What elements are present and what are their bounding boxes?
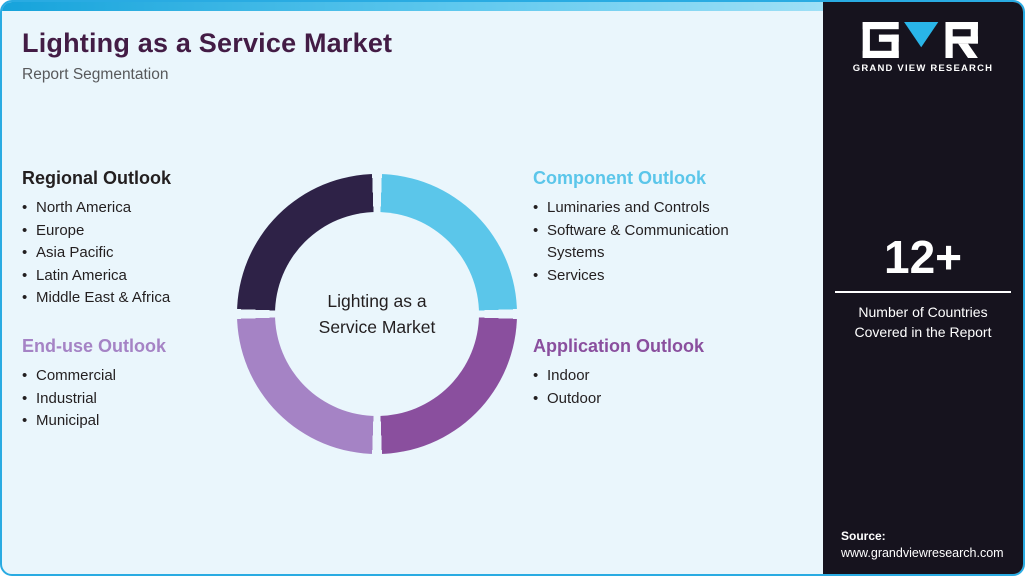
section-application-outlook: Application Outlook Indoor Outdoor	[533, 336, 783, 410]
list-item: Municipal	[22, 410, 262, 433]
list-item: Software & Communication Systems	[533, 220, 783, 265]
enduse-list: Commercial Industrial Municipal	[22, 365, 262, 433]
sidebar: GRAND VIEW RESEARCH 12+ Number of Countr…	[823, 2, 1023, 574]
header: Lighting as a Service Market Report Segm…	[22, 28, 392, 84]
list-item: Asia Pacific	[22, 242, 262, 265]
section-title-enduse: End-use Outlook	[22, 336, 166, 356]
list-item: Commercial	[22, 365, 262, 388]
list-item: Indoor	[533, 365, 783, 388]
brand-name: GRAND VIEW RESEARCH	[852, 63, 994, 74]
regional-list: North America Europe Asia Pacific Latin …	[22, 197, 262, 310]
section-title-application: Application Outlook	[533, 336, 704, 356]
list-item: Outdoor	[533, 388, 783, 411]
donut-center-line2: Service Market	[318, 317, 436, 337]
donut-chart: Lighting as a Service Market	[237, 174, 517, 454]
countries-stat: 12+ Number of Countries Covered in the R…	[823, 232, 1023, 342]
section-component-outlook: Component Outlook Luminaries and Control…	[533, 168, 783, 287]
donut-center-label: Lighting as a Service Market	[319, 288, 436, 341]
list-item: Europe	[22, 220, 262, 243]
gvr-logo-icon	[862, 22, 978, 58]
component-list: Luminaries and Controls Software & Commu…	[533, 197, 783, 287]
section-enduse-outlook: End-use Outlook Commercial Industrial Mu…	[22, 336, 262, 433]
section-title-component: Component Outlook	[533, 168, 706, 188]
list-item: Services	[533, 265, 783, 288]
source-label: Source:	[841, 529, 886, 543]
source-url: www.grandviewresearch.com	[841, 546, 1004, 560]
donut-center-line1: Lighting as a	[327, 290, 427, 311]
section-title-regional: Regional Outlook	[22, 168, 172, 188]
donut-center: Lighting as a Service Market	[275, 212, 479, 416]
list-item: Luminaries and Controls	[533, 197, 783, 220]
stat-label: Number of Countries Covered in the Repor…	[854, 303, 992, 340]
top-accent-bar	[2, 2, 825, 11]
list-item: Middle East & Africa	[22, 287, 262, 310]
section-regional-outlook: Regional Outlook North America Europe As…	[22, 168, 262, 310]
stat-divider	[835, 290, 1011, 293]
source-block: Source: www.grandviewresearch.com	[841, 529, 1004, 560]
page-subtitle: Report Segmentation	[22, 66, 169, 83]
page-title: Lighting as a Service Market	[22, 28, 393, 58]
list-item: North America	[22, 197, 262, 220]
list-item: Industrial	[22, 388, 262, 411]
gvr-logo: GRAND VIEW RESEARCH	[823, 22, 1023, 74]
application-list: Indoor Outdoor	[533, 365, 783, 410]
stat-value: 12+	[883, 231, 963, 283]
list-item: Latin America	[22, 265, 262, 288]
